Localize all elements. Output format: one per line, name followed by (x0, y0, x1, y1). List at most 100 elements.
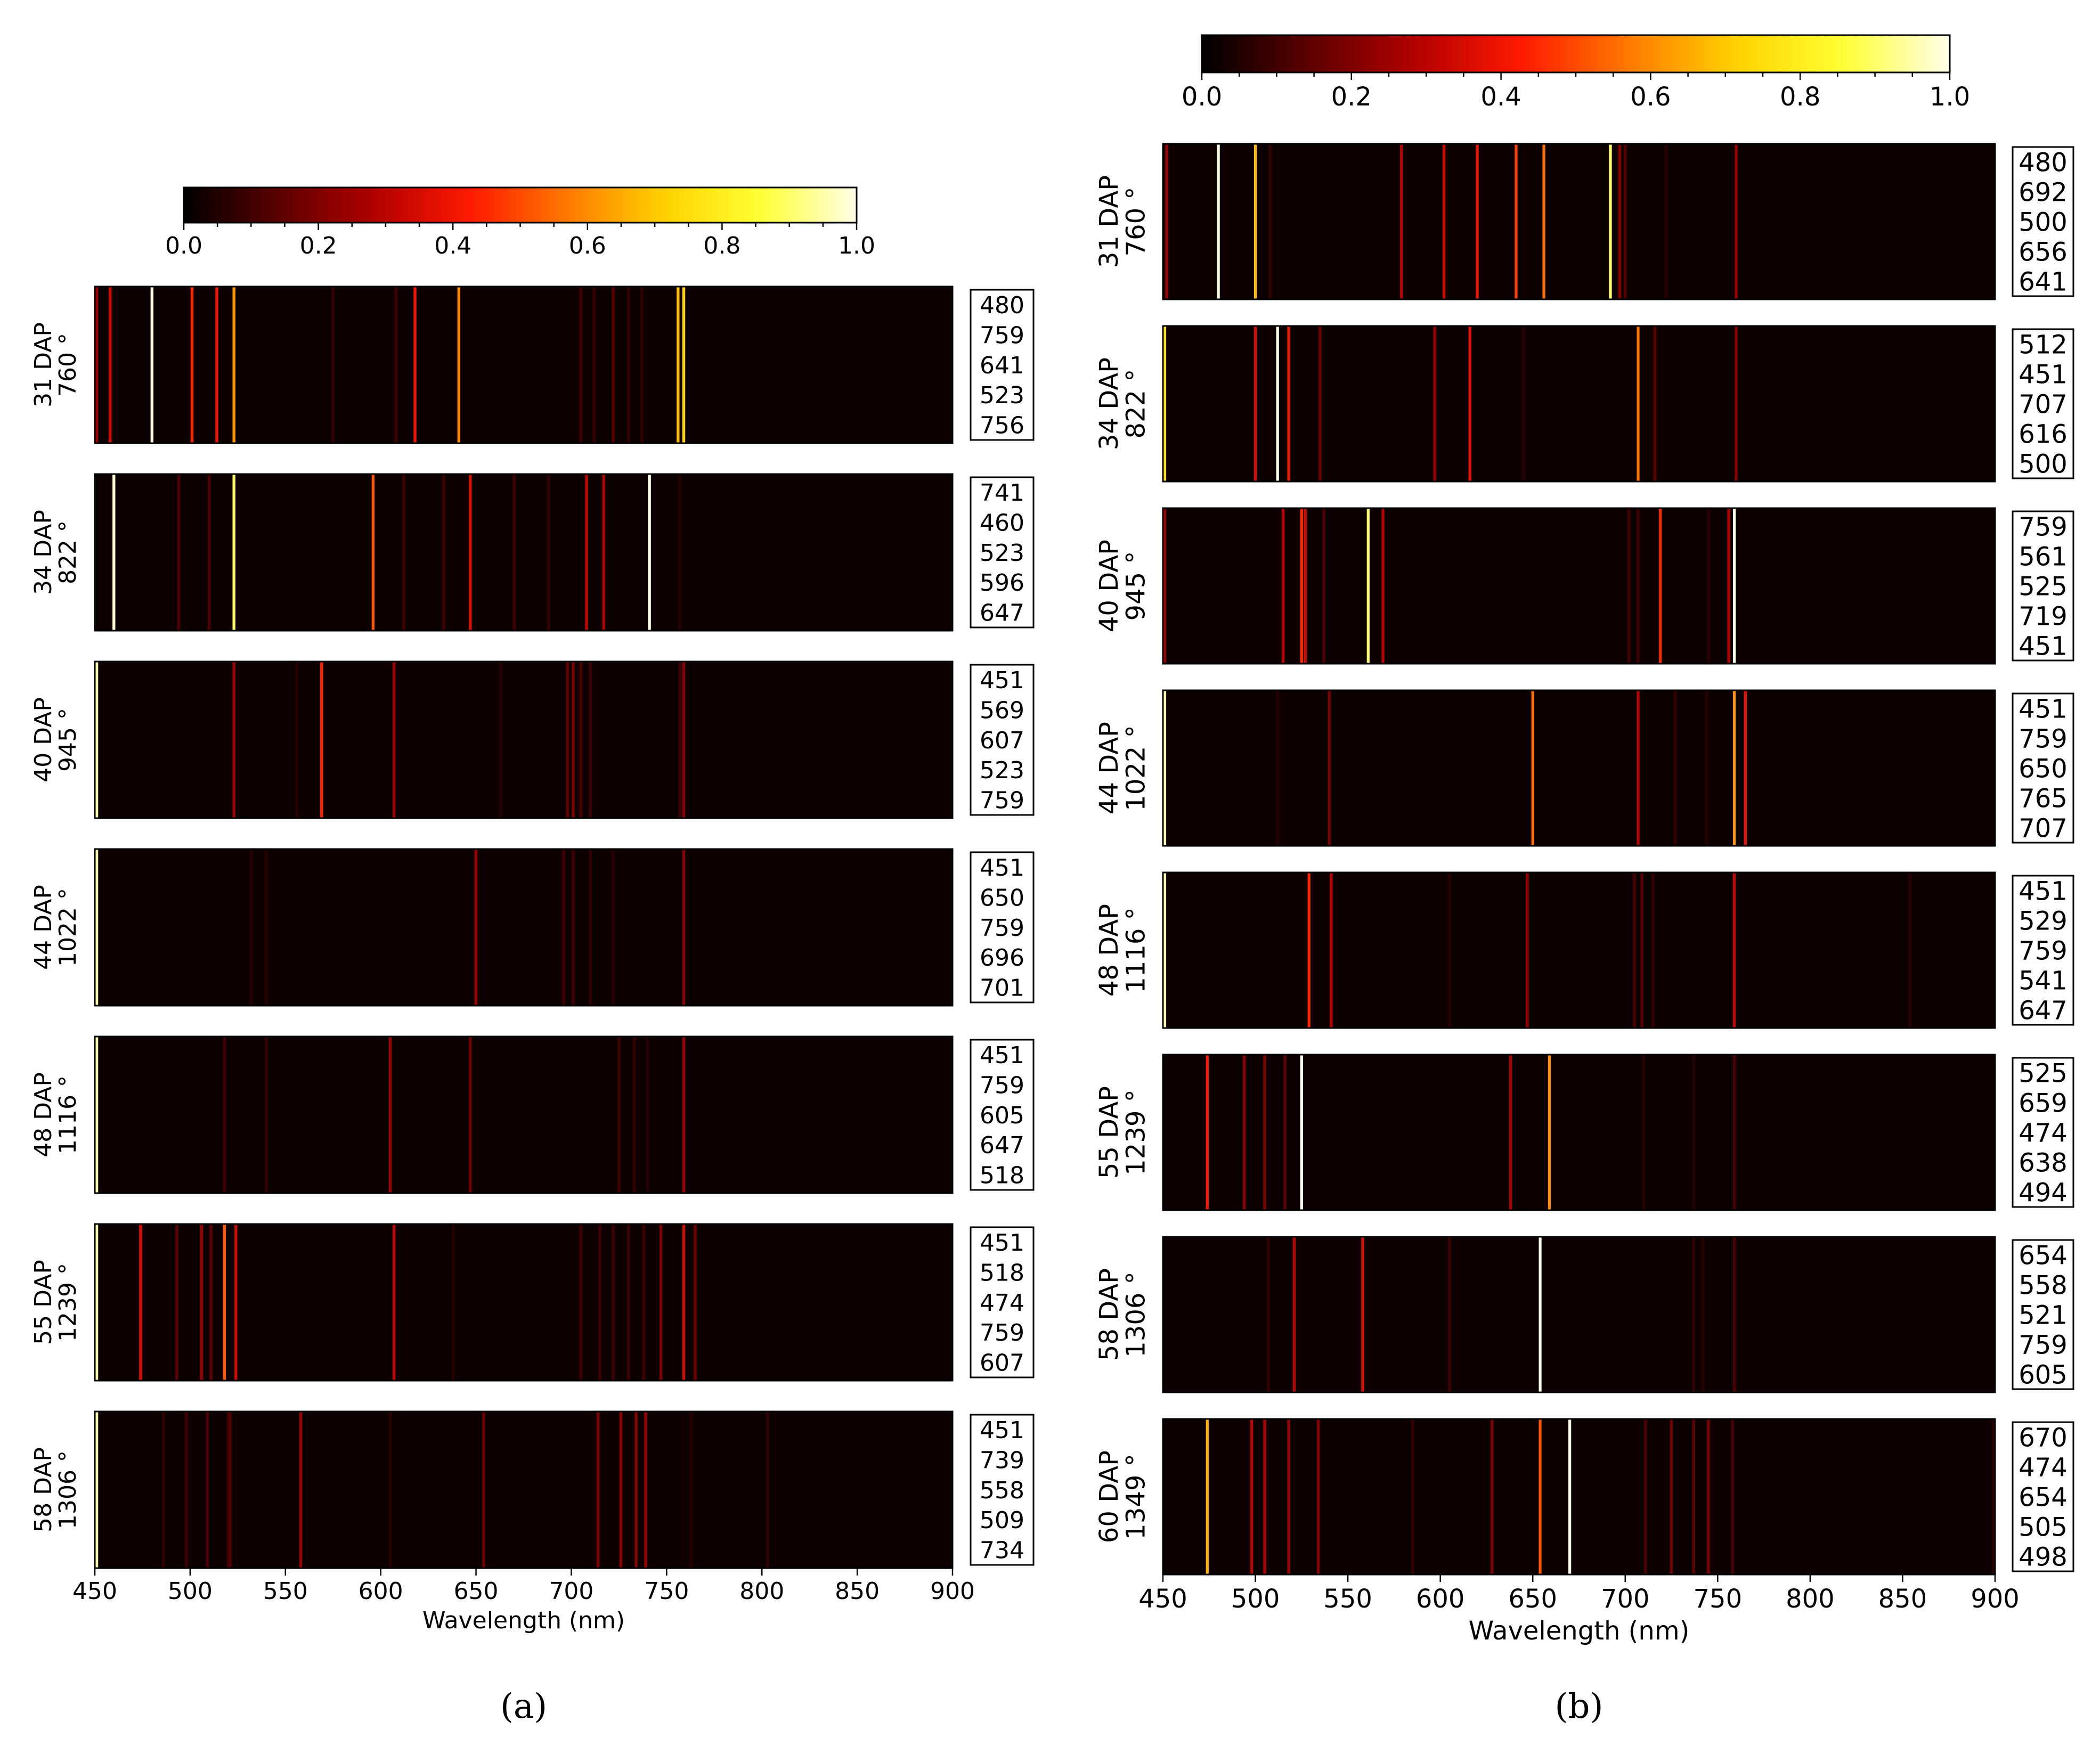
spectral-band (1361, 1237, 1364, 1392)
spectral-band (1400, 144, 1403, 299)
top-wavelength-value: 451 (980, 1042, 1024, 1069)
spectral-band (1735, 326, 1738, 482)
spectral-band (677, 287, 680, 443)
spectral-band (1443, 144, 1446, 299)
spectral-band (499, 662, 502, 818)
spectral-band (1692, 1055, 1695, 1210)
spectral-band (1707, 1419, 1710, 1574)
row-label-degree: 760 ° (1121, 187, 1151, 257)
top-wavelength-value: 523 (980, 540, 1024, 567)
spectral-band (602, 474, 605, 631)
top-wavelength-value: 605 (2018, 1360, 2068, 1390)
top-wavelength-value: 638 (2018, 1148, 2068, 1178)
spectral-band (1243, 1055, 1246, 1210)
top-wavelength-value: 707 (2018, 813, 2068, 843)
row-label-dap: 31 DAP (30, 322, 57, 407)
top-wavelength-value: 647 (2018, 996, 2068, 1025)
spectral-band (95, 849, 99, 1006)
top-wavelength-value: 607 (980, 1350, 1024, 1377)
spectral-band (1287, 1419, 1290, 1574)
spectral-band (1163, 872, 1167, 1028)
spectral-band (579, 287, 583, 443)
colorbar-tick-label: 0.2 (1331, 82, 1372, 112)
spectral-band (640, 287, 644, 443)
spectrum-background (95, 474, 953, 631)
row-label-dap: 40 DAP (1094, 540, 1124, 632)
x-tick-label: 800 (739, 1578, 784, 1605)
spectral-band (589, 662, 592, 818)
spectral-band (1735, 144, 1738, 299)
top-wavelength-value: 654 (2018, 1241, 2068, 1270)
spectral-band (644, 1412, 647, 1568)
spectral-band (457, 287, 461, 443)
spectral-band (612, 849, 615, 1006)
spectral-band (612, 1224, 615, 1381)
spectral-band (1276, 690, 1279, 846)
colorbar-tick-label: 0.0 (165, 232, 202, 259)
x-axis: 450 500 550 600 650 700 750 800 850 900 Wavelength… (72, 1568, 975, 1634)
panel-caption: (a) (500, 1687, 547, 1726)
top-wavelength-box (2012, 692, 2074, 844)
top-wavelength-box (970, 664, 1035, 816)
spectral-band (1254, 144, 1257, 299)
spectral-band (1276, 326, 1279, 482)
spectral-band (566, 662, 569, 818)
spectral-band (646, 1037, 649, 1193)
spectral-band (1659, 508, 1662, 664)
spectral-band (206, 1412, 209, 1568)
colorbar-tick-label: 0.4 (434, 232, 471, 259)
spectral-band (139, 1224, 142, 1381)
top-wavelength-value: 647 (980, 1132, 1024, 1159)
spectrum-background (95, 849, 953, 1006)
spectral-band (95, 1412, 99, 1568)
top-wavelength-value: 616 (2018, 419, 2068, 449)
spectral-band (249, 849, 253, 1006)
spectral-band (1448, 1237, 1451, 1392)
colorbar-tick-label: 0.8 (703, 232, 740, 259)
x-tick-label: 700 (1601, 1584, 1650, 1614)
spectrum-frame (94, 285, 954, 444)
spectral-band (190, 287, 194, 443)
top-wavelength-value: 451 (980, 854, 1024, 882)
panel-caption: (b) (1555, 1687, 1604, 1726)
spectral-band (1627, 508, 1631, 664)
x-tick-label: 500 (1231, 1584, 1280, 1614)
top-wavelength-box (970, 1414, 1035, 1566)
top-wavelength-value: 474 (2018, 1453, 2068, 1482)
spectrum-background (1163, 144, 1995, 299)
top-wavelength-value: 759 (980, 787, 1024, 814)
spectral-band (1366, 508, 1370, 664)
spectral-band (1287, 326, 1290, 482)
x-axis: 450 500 550 600 650 700 750 800 850 900 Wavelength… (1138, 1574, 2020, 1646)
spectrum-frame (1162, 1236, 1996, 1393)
spectral-band (1282, 508, 1285, 664)
top-wavelength-value: 759 (980, 322, 1024, 349)
row-label-dap: 31 DAP (1094, 175, 1124, 268)
top-wavelength-value: 569 (980, 697, 1024, 724)
spectral-band (1163, 508, 1167, 664)
spectral-band (209, 1224, 213, 1381)
top-wavelength-value: 605 (980, 1102, 1024, 1129)
top-wavelength-value: 719 (2018, 601, 2068, 631)
spectral-band (682, 287, 686, 443)
spectral-band (1624, 144, 1627, 299)
top-wavelength-value: 494 (2018, 1178, 2068, 1208)
top-wavelength-value: 451 (980, 667, 1024, 694)
top-wavelength-value: 741 (980, 479, 1024, 507)
top-wavelength-value: 500 (2018, 207, 2068, 237)
top-wavelength-box (970, 851, 1035, 1004)
top-wavelength-value: 734 (980, 1537, 1024, 1564)
spectrum-frame (1162, 325, 1996, 483)
colorbar-tick-label: 0.4 (1480, 82, 1521, 112)
spectral-band (1609, 144, 1612, 299)
spectral-band (1206, 1419, 1209, 1574)
spectral-band (1568, 1419, 1572, 1574)
spectral-band (572, 849, 575, 1006)
colorbar-gradient (1201, 34, 1951, 74)
spectral-band (694, 1224, 697, 1381)
row-label-dap: 34 DAP (1094, 357, 1124, 450)
